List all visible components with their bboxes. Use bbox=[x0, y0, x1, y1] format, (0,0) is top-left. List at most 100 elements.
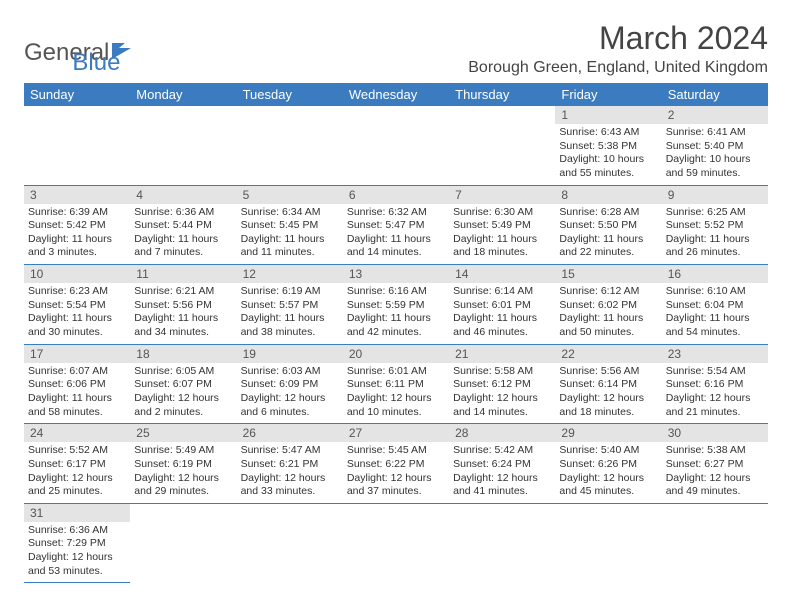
daylight-text: Daylight: 11 hours and 30 minutes. bbox=[28, 312, 126, 339]
calendar-cell: 10Sunrise: 6:23 AMSunset: 5:54 PMDayligh… bbox=[24, 265, 130, 345]
day-details: Sunrise: 6:21 AMSunset: 5:56 PMDaylight:… bbox=[130, 283, 236, 344]
day-number: 6 bbox=[343, 186, 449, 204]
daylight-text: Daylight: 12 hours and 2 minutes. bbox=[134, 392, 232, 419]
calendar-cell: 17Sunrise: 6:07 AMSunset: 6:06 PMDayligh… bbox=[24, 344, 130, 424]
month-title: March 2024 bbox=[468, 20, 768, 57]
sunset-text: Sunset: 5:42 PM bbox=[28, 219, 126, 233]
sunrise-text: Sunrise: 6:12 AM bbox=[559, 285, 657, 299]
sunset-text: Sunset: 6:11 PM bbox=[347, 378, 445, 392]
sunset-text: Sunset: 6:24 PM bbox=[453, 458, 551, 472]
sunset-text: Sunset: 7:29 PM bbox=[28, 537, 126, 551]
day-details: Sunrise: 5:49 AMSunset: 6:19 PMDaylight:… bbox=[130, 442, 236, 503]
sunrise-text: Sunrise: 5:52 AM bbox=[28, 444, 126, 458]
daylight-text: Daylight: 10 hours and 55 minutes. bbox=[559, 153, 657, 180]
day-details: Sunrise: 6:41 AMSunset: 5:40 PMDaylight:… bbox=[662, 124, 768, 185]
day-number: 8 bbox=[555, 186, 661, 204]
day-number: 17 bbox=[24, 345, 130, 363]
sunrise-text: Sunrise: 5:49 AM bbox=[134, 444, 232, 458]
calendar-cell: 3Sunrise: 6:39 AMSunset: 5:42 PMDaylight… bbox=[24, 185, 130, 265]
weekday-header: Sunday bbox=[24, 83, 130, 106]
sunset-text: Sunset: 6:19 PM bbox=[134, 458, 232, 472]
calendar-cell: 1Sunrise: 6:43 AMSunset: 5:38 PMDaylight… bbox=[555, 106, 661, 185]
daylight-text: Daylight: 12 hours and 25 minutes. bbox=[28, 472, 126, 499]
day-number: 15 bbox=[555, 265, 661, 283]
daylight-text: Daylight: 11 hours and 42 minutes. bbox=[347, 312, 445, 339]
day-number: 21 bbox=[449, 345, 555, 363]
sunset-text: Sunset: 6:07 PM bbox=[134, 378, 232, 392]
sunset-text: Sunset: 6:21 PM bbox=[241, 458, 339, 472]
day-details: Sunrise: 6:28 AMSunset: 5:50 PMDaylight:… bbox=[555, 204, 661, 265]
day-details: Sunrise: 5:38 AMSunset: 6:27 PMDaylight:… bbox=[662, 442, 768, 503]
weekday-header: Saturday bbox=[662, 83, 768, 106]
calendar-row: 1Sunrise: 6:43 AMSunset: 5:38 PMDaylight… bbox=[24, 106, 768, 185]
calendar-cell: 18Sunrise: 6:05 AMSunset: 6:07 PMDayligh… bbox=[130, 344, 236, 424]
sunrise-text: Sunrise: 5:45 AM bbox=[347, 444, 445, 458]
sunset-text: Sunset: 6:02 PM bbox=[559, 299, 657, 313]
calendar-cell: 21Sunrise: 5:58 AMSunset: 6:12 PMDayligh… bbox=[449, 344, 555, 424]
calendar-cell: 19Sunrise: 6:03 AMSunset: 6:09 PMDayligh… bbox=[237, 344, 343, 424]
day-number: 22 bbox=[555, 345, 661, 363]
day-details: Sunrise: 5:58 AMSunset: 6:12 PMDaylight:… bbox=[449, 363, 555, 424]
day-details: Sunrise: 6:10 AMSunset: 6:04 PMDaylight:… bbox=[662, 283, 768, 344]
sunrise-text: Sunrise: 6:28 AM bbox=[559, 206, 657, 220]
day-number: 30 bbox=[662, 424, 768, 442]
day-details: Sunrise: 5:54 AMSunset: 6:16 PMDaylight:… bbox=[662, 363, 768, 424]
sunrise-text: Sunrise: 6:19 AM bbox=[241, 285, 339, 299]
sunset-text: Sunset: 6:09 PM bbox=[241, 378, 339, 392]
calendar-cell: 12Sunrise: 6:19 AMSunset: 5:57 PMDayligh… bbox=[237, 265, 343, 345]
sunset-text: Sunset: 5:40 PM bbox=[666, 140, 764, 154]
calendar-cell bbox=[237, 503, 343, 583]
calendar-cell bbox=[237, 106, 343, 185]
calendar-cell: 23Sunrise: 5:54 AMSunset: 6:16 PMDayligh… bbox=[662, 344, 768, 424]
day-details: Sunrise: 6:12 AMSunset: 6:02 PMDaylight:… bbox=[555, 283, 661, 344]
day-number: 5 bbox=[237, 186, 343, 204]
sunset-text: Sunset: 5:52 PM bbox=[666, 219, 764, 233]
daylight-text: Daylight: 12 hours and 41 minutes. bbox=[453, 472, 551, 499]
daylight-text: Daylight: 11 hours and 22 minutes. bbox=[559, 233, 657, 260]
calendar-row: 17Sunrise: 6:07 AMSunset: 6:06 PMDayligh… bbox=[24, 344, 768, 424]
day-details: Sunrise: 6:34 AMSunset: 5:45 PMDaylight:… bbox=[237, 204, 343, 265]
sunset-text: Sunset: 5:56 PM bbox=[134, 299, 232, 313]
calendar-cell: 8Sunrise: 6:28 AMSunset: 5:50 PMDaylight… bbox=[555, 185, 661, 265]
day-details: Sunrise: 5:52 AMSunset: 6:17 PMDaylight:… bbox=[24, 442, 130, 503]
day-number: 31 bbox=[24, 504, 130, 522]
sunset-text: Sunset: 5:50 PM bbox=[559, 219, 657, 233]
day-number: 28 bbox=[449, 424, 555, 442]
day-details: Sunrise: 6:32 AMSunset: 5:47 PMDaylight:… bbox=[343, 204, 449, 265]
calendar-row: 3Sunrise: 6:39 AMSunset: 5:42 PMDaylight… bbox=[24, 185, 768, 265]
day-number: 20 bbox=[343, 345, 449, 363]
calendar-cell: 6Sunrise: 6:32 AMSunset: 5:47 PMDaylight… bbox=[343, 185, 449, 265]
weekday-header: Thursday bbox=[449, 83, 555, 106]
sunset-text: Sunset: 5:38 PM bbox=[559, 140, 657, 154]
daylight-text: Daylight: 12 hours and 10 minutes. bbox=[347, 392, 445, 419]
weekday-header: Tuesday bbox=[237, 83, 343, 106]
day-details: Sunrise: 6:36 AMSunset: 7:29 PMDaylight:… bbox=[24, 522, 130, 583]
calendar-cell: 5Sunrise: 6:34 AMSunset: 5:45 PMDaylight… bbox=[237, 185, 343, 265]
sunrise-text: Sunrise: 5:56 AM bbox=[559, 365, 657, 379]
day-details: Sunrise: 6:43 AMSunset: 5:38 PMDaylight:… bbox=[555, 124, 661, 185]
calendar-row: 10Sunrise: 6:23 AMSunset: 5:54 PMDayligh… bbox=[24, 265, 768, 345]
title-block: March 2024 Borough Green, England, Unite… bbox=[468, 20, 768, 77]
day-details: Sunrise: 6:36 AMSunset: 5:44 PMDaylight:… bbox=[130, 204, 236, 265]
daylight-text: Daylight: 11 hours and 18 minutes. bbox=[453, 233, 551, 260]
calendar-table: SundayMondayTuesdayWednesdayThursdayFrid… bbox=[24, 83, 768, 583]
calendar-cell bbox=[555, 503, 661, 583]
day-number: 14 bbox=[449, 265, 555, 283]
sunrise-text: Sunrise: 6:16 AM bbox=[347, 285, 445, 299]
sunrise-text: Sunrise: 5:42 AM bbox=[453, 444, 551, 458]
daylight-text: Daylight: 11 hours and 34 minutes. bbox=[134, 312, 232, 339]
sunrise-text: Sunrise: 6:32 AM bbox=[347, 206, 445, 220]
sunrise-text: Sunrise: 5:54 AM bbox=[666, 365, 764, 379]
daylight-text: Daylight: 12 hours and 45 minutes. bbox=[559, 472, 657, 499]
day-number: 9 bbox=[662, 186, 768, 204]
calendar-cell: 25Sunrise: 5:49 AMSunset: 6:19 PMDayligh… bbox=[130, 424, 236, 504]
day-number: 16 bbox=[662, 265, 768, 283]
day-details: Sunrise: 6:05 AMSunset: 6:07 PMDaylight:… bbox=[130, 363, 236, 424]
sunset-text: Sunset: 5:45 PM bbox=[241, 219, 339, 233]
sunset-text: Sunset: 5:54 PM bbox=[28, 299, 126, 313]
sunset-text: Sunset: 6:14 PM bbox=[559, 378, 657, 392]
calendar-cell: 27Sunrise: 5:45 AMSunset: 6:22 PMDayligh… bbox=[343, 424, 449, 504]
day-number: 4 bbox=[130, 186, 236, 204]
sunset-text: Sunset: 5:57 PM bbox=[241, 299, 339, 313]
day-details: Sunrise: 6:16 AMSunset: 5:59 PMDaylight:… bbox=[343, 283, 449, 344]
